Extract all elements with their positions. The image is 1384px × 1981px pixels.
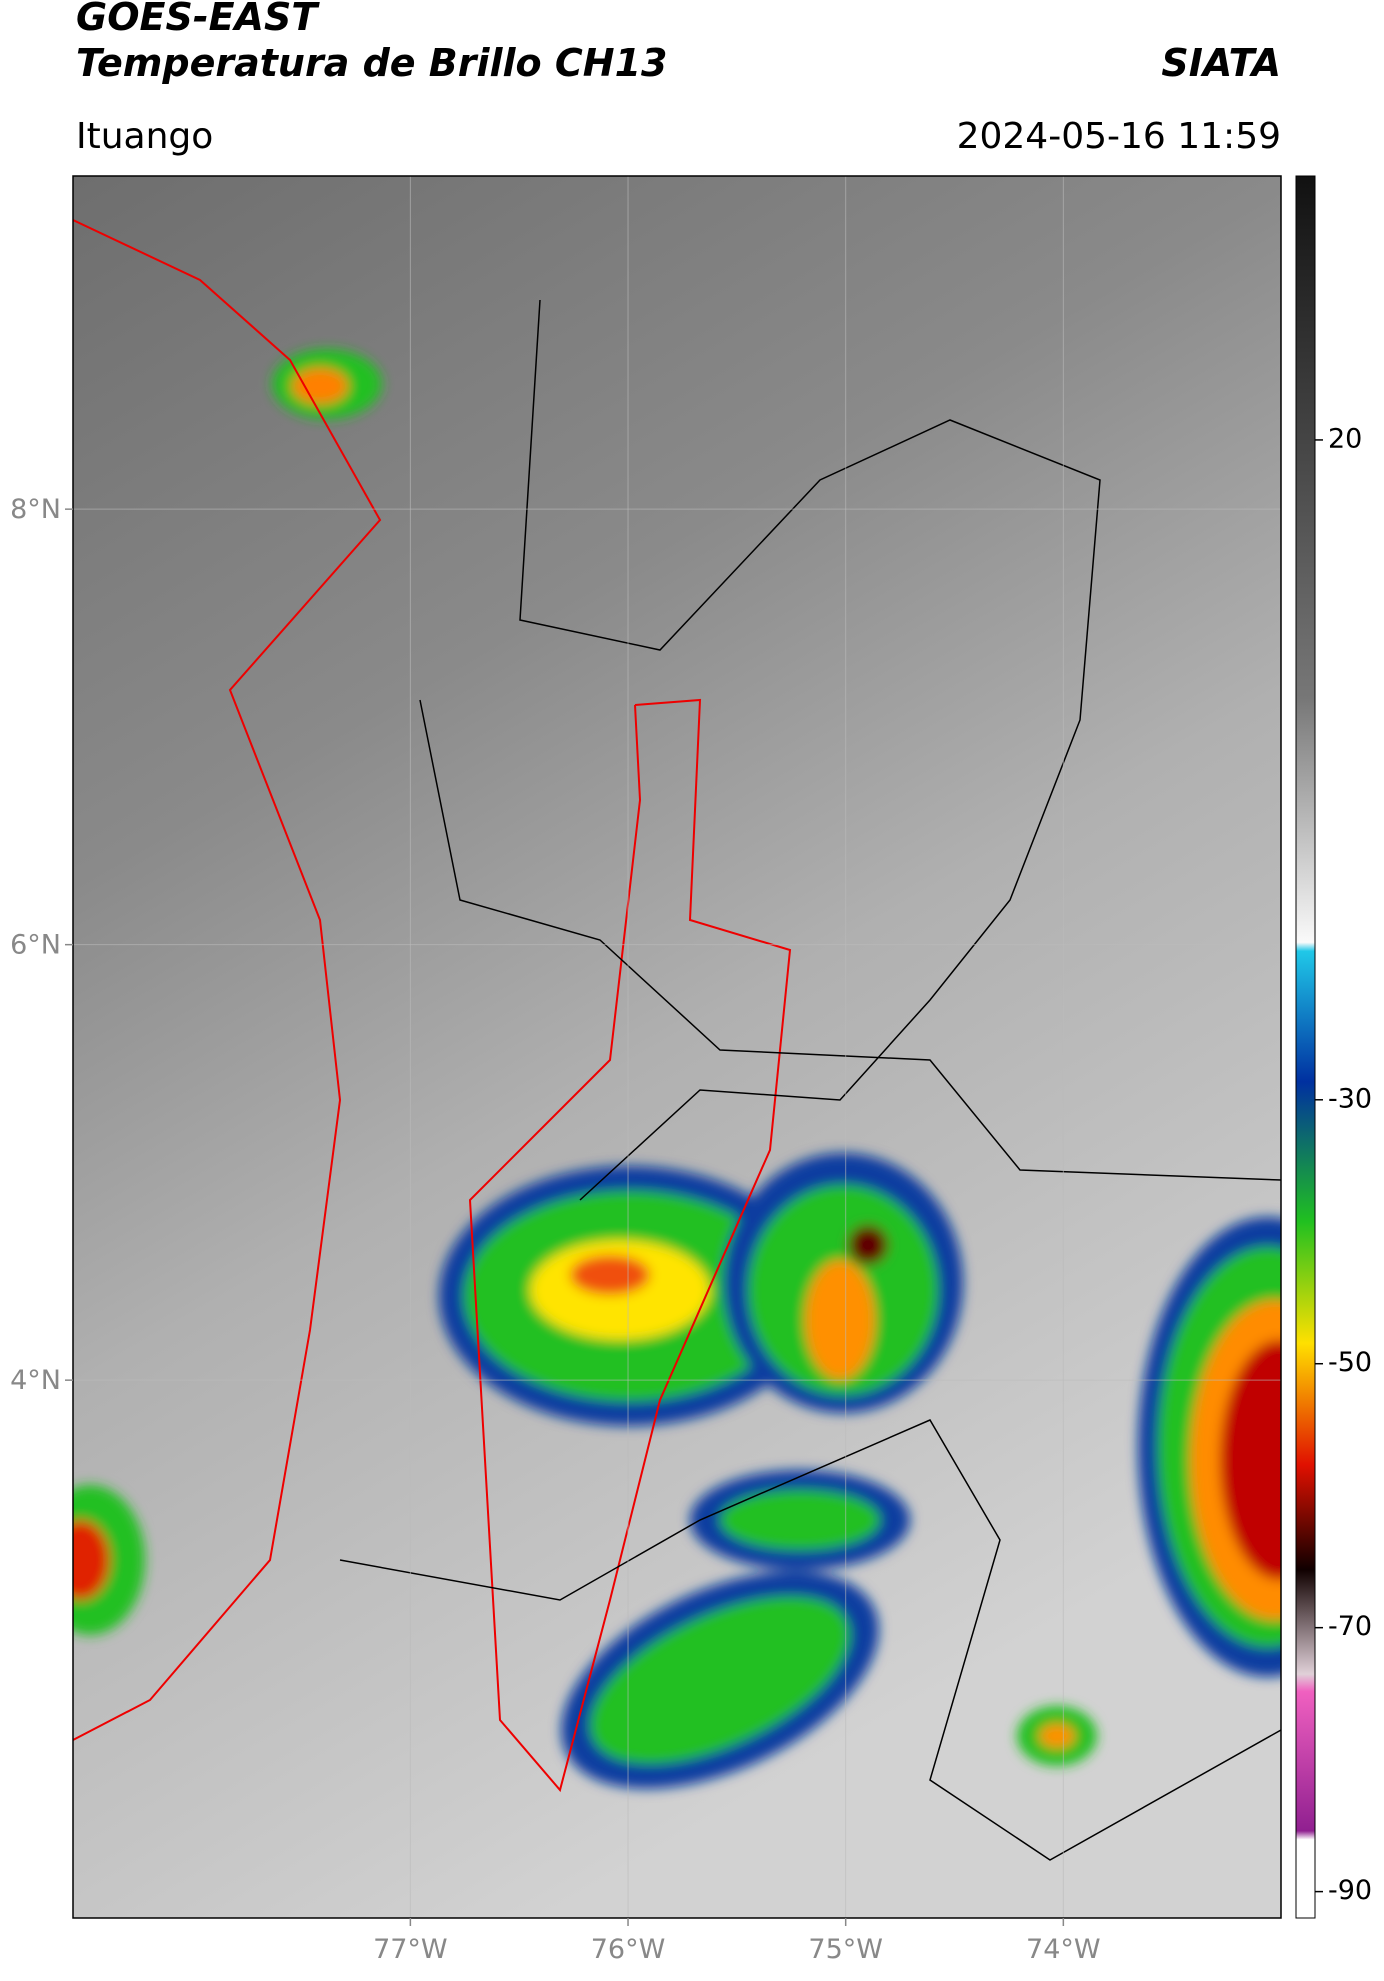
map-frame xyxy=(72,175,1282,1919)
organization: SIATA xyxy=(1161,41,1281,85)
basin-outline xyxy=(468,698,792,1793)
x-tick-label: 75°W xyxy=(808,1934,883,1965)
colorbar-tick-label: 20 xyxy=(1328,423,1362,454)
x-tick-label: 76°W xyxy=(591,1934,666,1965)
satellite-image xyxy=(73,176,1281,1918)
y-tick-label: 4°N xyxy=(10,1365,61,1396)
title: GOES-EAST xyxy=(76,0,320,39)
colorbar-tick-label: -50 xyxy=(1328,1347,1372,1378)
coast-line xyxy=(73,219,382,1741)
y-tick-label: 6°N xyxy=(10,930,61,961)
subtitle: Temperatura de Brillo CH13 xyxy=(76,41,667,85)
x-tick-label: 74°W xyxy=(1026,1934,1101,1965)
y-tick-label: 8°N xyxy=(10,494,61,525)
colorbar-tick-label: -70 xyxy=(1328,1611,1372,1642)
colorbar-tick-label: -30 xyxy=(1328,1083,1372,1114)
colorbar-tick-label: -90 xyxy=(1328,1875,1372,1906)
location: Ituango xyxy=(76,116,213,157)
datetime: 2024-05-16 11:59 xyxy=(957,116,1281,157)
x-tick-label: 77°W xyxy=(373,1934,448,1965)
cloud-blobs xyxy=(73,349,1281,1789)
border-line xyxy=(339,1419,1281,1861)
border-line xyxy=(419,699,1281,1181)
border-line xyxy=(519,299,1101,1201)
colorbar xyxy=(1295,175,1316,1919)
